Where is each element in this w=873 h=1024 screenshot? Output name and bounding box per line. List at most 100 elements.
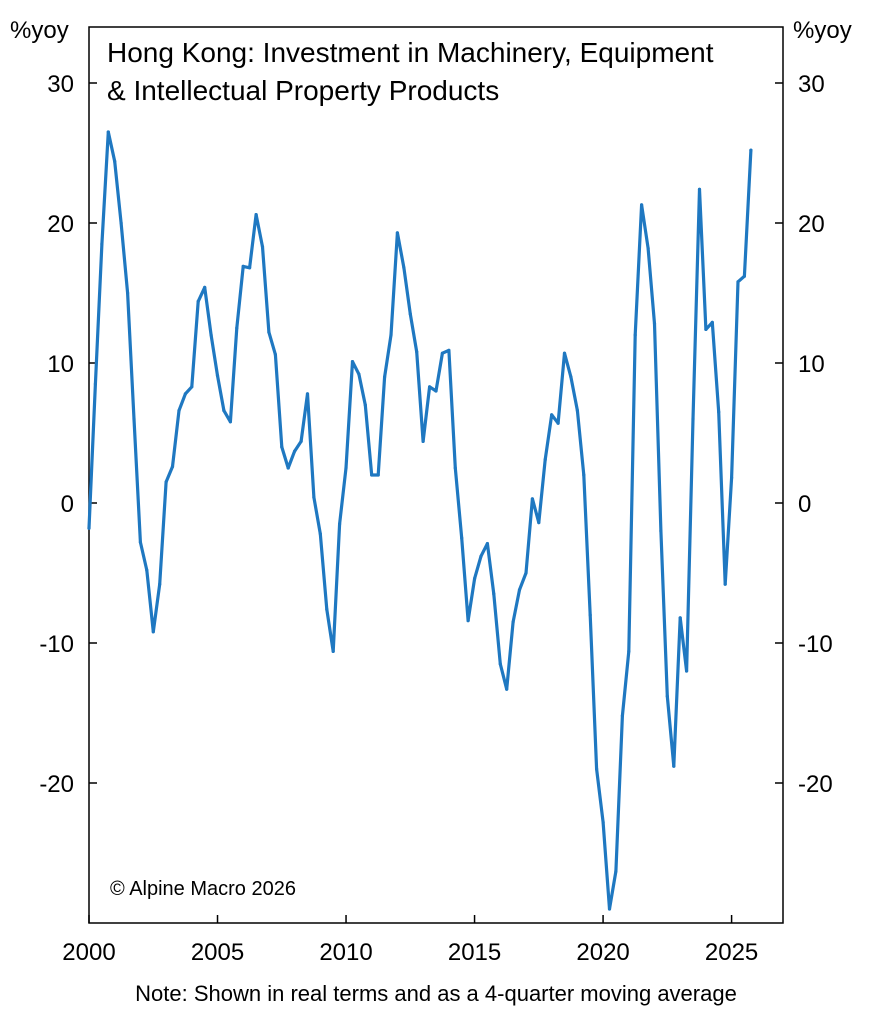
data-point: [93, 382, 97, 386]
x-axis: 2000 2005 2010 2015 2020 2025: [62, 915, 758, 966]
data-point: [293, 449, 297, 453]
data-point: [158, 582, 162, 586]
x-tick-label: 2005: [191, 939, 244, 966]
data-point: [537, 521, 541, 525]
data-point: [170, 465, 175, 469]
data-point: [672, 764, 676, 768]
data-point: [562, 351, 567, 355]
data-point: [620, 714, 625, 718]
data-point: [730, 476, 734, 480]
left-tick-label: -20: [39, 771, 74, 798]
data-point: [492, 592, 496, 596]
data-point: [408, 312, 412, 316]
data-point: [299, 439, 303, 443]
data-point: [100, 242, 104, 246]
data-point: [350, 360, 355, 364]
data-point: [113, 159, 117, 163]
data-point: [357, 372, 361, 376]
chart-title-line-1: Hong Kong: Investment in Machinery, Equi…: [107, 37, 714, 68]
data-point: [479, 554, 483, 558]
right-tick-label: 0: [798, 491, 811, 518]
data-point: [421, 439, 425, 443]
data-point: [280, 445, 284, 449]
data-point: [473, 577, 477, 581]
copyright-text: © Alpine Macro 2026: [110, 878, 296, 900]
data-point: [370, 473, 374, 477]
series-line: [87, 130, 753, 911]
data-point: [633, 333, 637, 337]
data-point: [183, 392, 187, 396]
left-tick-label: -10: [39, 631, 74, 658]
data-point: [517, 588, 522, 592]
x-tick-label: 2025: [705, 939, 758, 966]
right-tick-label: -20: [798, 771, 833, 798]
data-point: [736, 280, 740, 284]
data-point: [395, 231, 399, 235]
data-point: [646, 246, 650, 250]
data-point: [376, 473, 380, 477]
data-point: [177, 409, 181, 413]
data-point: [440, 351, 444, 355]
data-point: [273, 353, 277, 357]
data-point: [415, 350, 419, 354]
data-point: [691, 417, 695, 421]
data-point: [389, 333, 393, 337]
data-point: [524, 571, 528, 575]
data-point: [145, 568, 149, 572]
data-point: [723, 582, 727, 586]
data-point: [260, 245, 265, 249]
data-point: [338, 522, 342, 526]
right-axis-unit: %yoy: [793, 17, 852, 44]
data-point: [543, 458, 547, 462]
data-point: [132, 417, 136, 421]
data-point: [331, 649, 335, 654]
data-point: [318, 532, 322, 536]
data-point: [685, 669, 689, 673]
left-tick-label: 10: [47, 351, 74, 378]
data-point: [678, 616, 682, 620]
data-point: [209, 333, 213, 337]
data-point: [460, 536, 464, 540]
data-point: [190, 385, 194, 389]
data-point: [215, 374, 220, 378]
data-point: [344, 466, 348, 470]
x-tick-label: 2015: [448, 939, 501, 966]
data-point: [505, 687, 509, 691]
data-point: [749, 148, 753, 152]
data-point: [530, 497, 535, 501]
data-point: [164, 480, 168, 484]
data-point: [595, 767, 599, 771]
right-tick-label: 10: [798, 351, 825, 378]
data-point: [550, 413, 554, 417]
data-point: [556, 421, 560, 425]
data-point: [241, 264, 245, 268]
right-tick-label: 20: [798, 211, 825, 238]
data-point: [222, 409, 226, 413]
right-axis: 30 20 10 0 -10 -20: [775, 71, 833, 798]
data-point: [511, 620, 515, 624]
right-tick-label: -10: [798, 631, 833, 658]
data-point: [402, 266, 406, 270]
chart-title-line-2: & Intellectual Property Products: [107, 75, 499, 106]
x-tick-label: 2020: [576, 939, 629, 966]
series-points: [87, 130, 753, 911]
data-point: [466, 619, 470, 623]
data-point: [453, 466, 457, 470]
data-point: [235, 326, 239, 330]
data-point: [106, 130, 110, 134]
data-point: [575, 409, 580, 413]
data-point: [498, 662, 502, 666]
data-point: [607, 907, 612, 911]
data-point: [697, 187, 702, 191]
data-point: [286, 466, 290, 470]
data-point: [652, 322, 657, 326]
left-tick-label: 0: [61, 491, 74, 518]
data-point: [717, 410, 721, 414]
data-point: [601, 820, 605, 824]
data-point: [312, 495, 316, 499]
data-point: [742, 274, 747, 278]
data-point: [614, 869, 618, 873]
data-point: [434, 389, 438, 393]
data-point: [87, 526, 91, 530]
